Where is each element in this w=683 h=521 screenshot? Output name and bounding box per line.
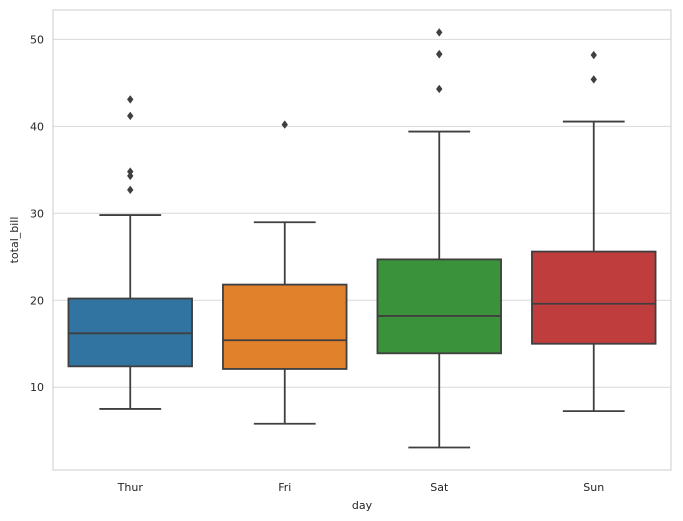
x-tick-label: Fri	[278, 481, 291, 494]
outlier-point	[281, 120, 288, 129]
plot-frame	[52, 9, 672, 471]
x-axis-label: day	[352, 499, 373, 512]
y-tick-labels: 10 20 30 40 50	[30, 33, 44, 394]
outlier-point	[436, 84, 443, 94]
outlier-point	[127, 185, 134, 195]
box-fri	[222, 120, 348, 425]
x-tick-labels: Thur Fri Sat Sun	[117, 481, 605, 494]
outlier-point	[127, 111, 134, 121]
outlier-point	[127, 167, 134, 176]
box-sat	[376, 28, 502, 449]
boxes	[67, 28, 657, 449]
outlier-point	[127, 95, 134, 104]
x-tick-label: Sun	[583, 481, 604, 494]
box-thur	[67, 95, 193, 410]
iqr-box	[376, 258, 502, 355]
box-sun	[531, 50, 657, 413]
y-axis-label: total_bill	[8, 217, 21, 264]
y-tick-label: 10	[30, 381, 44, 394]
y-tick-label: 30	[30, 207, 44, 220]
y-tick-label: 40	[30, 120, 44, 133]
outlier-point	[436, 49, 443, 59]
x-tick-label: Sat	[430, 481, 449, 494]
iqr-box	[531, 250, 657, 345]
y-tick-label: 20	[30, 294, 44, 307]
x-tick-label: Thur	[117, 481, 144, 494]
outlier-point	[127, 171, 134, 181]
iqr-box	[222, 283, 348, 370]
outlier-point	[590, 75, 597, 84]
outlier-point	[436, 28, 443, 37]
outlier-point	[590, 50, 597, 60]
y-tick-label: 50	[30, 33, 44, 46]
